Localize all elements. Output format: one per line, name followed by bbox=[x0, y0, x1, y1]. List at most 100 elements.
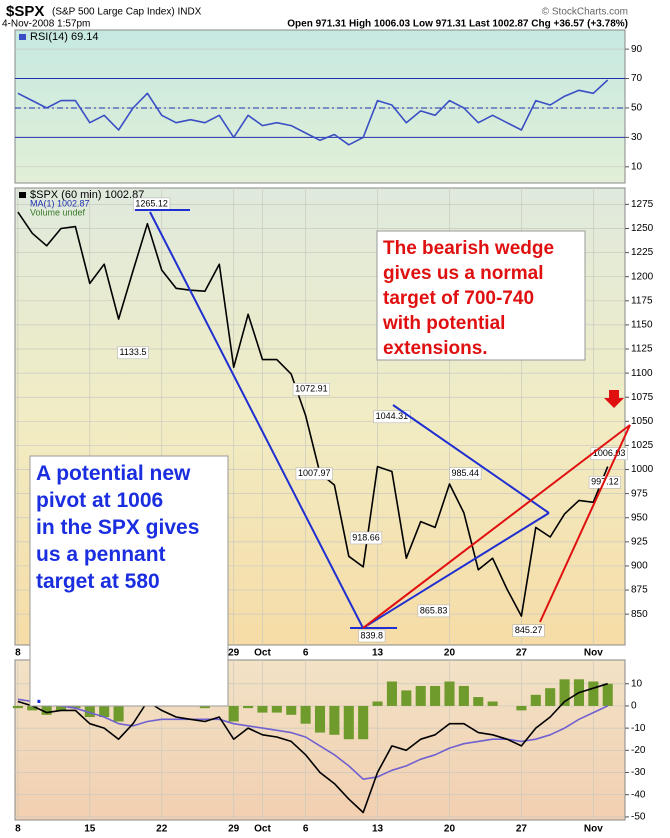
price-label-box bbox=[295, 467, 333, 481]
histogram-bar bbox=[458, 685, 469, 706]
y-tick-label: 90 bbox=[631, 44, 643, 55]
histogram-bar bbox=[545, 688, 556, 706]
histogram-bar bbox=[588, 681, 599, 706]
x-tick-label: 27 bbox=[516, 824, 528, 835]
wedge-line bbox=[362, 512, 550, 629]
histogram-bar bbox=[228, 705, 239, 722]
y-tick-label: 1100 bbox=[631, 368, 653, 379]
y-tick-label: -40 bbox=[631, 789, 646, 800]
rsi-panel bbox=[14, 29, 626, 184]
histogram-bar bbox=[314, 705, 326, 733]
note-box bbox=[29, 455, 229, 707]
y-tick-label: 975 bbox=[631, 488, 648, 499]
wedge-line bbox=[362, 424, 631, 629]
histogram-bar bbox=[530, 694, 541, 706]
wedge-line bbox=[392, 404, 550, 514]
note-line: A potential new bbox=[36, 462, 191, 485]
x-tick-label: 8 bbox=[15, 824, 21, 835]
x-tick-label: Nov bbox=[584, 648, 603, 659]
y-tick-label: 925 bbox=[631, 536, 648, 547]
y-tick-label: 1075 bbox=[631, 392, 654, 403]
price-label: 865.83 bbox=[420, 605, 448, 615]
bearish-note: The bearish wedge gives us a normal targ… bbox=[376, 230, 586, 361]
note-line: The bearish wedge bbox=[383, 238, 554, 259]
wedge-line bbox=[149, 211, 364, 629]
y-tick-label: 1125 bbox=[631, 344, 653, 355]
x-tick-label: 22 bbox=[156, 824, 168, 835]
x-tick-label: 29 bbox=[228, 824, 240, 835]
price-label: 845.27 bbox=[515, 625, 543, 635]
histogram-bar bbox=[602, 683, 613, 706]
series-line bbox=[17, 79, 609, 146]
price-label: 1006.03 bbox=[593, 448, 626, 458]
trendlines bbox=[135, 209, 631, 629]
price-label: 1133.5 bbox=[120, 347, 147, 357]
legend-swatch bbox=[19, 192, 26, 198]
price-label-box bbox=[449, 467, 482, 480]
legend-label: MA(1) 1002.87 bbox=[30, 198, 90, 208]
legend-label: Volume undef bbox=[30, 207, 86, 217]
y-tick-label: 1175 bbox=[631, 295, 653, 306]
price-label-box bbox=[512, 624, 545, 637]
note-line: with potential bbox=[382, 313, 505, 334]
symbol-name: (S&P 500 Large Cap Index) INDX bbox=[52, 7, 202, 18]
x-tick-label: Oct bbox=[254, 824, 271, 835]
y-tick-label: 1200 bbox=[631, 271, 654, 282]
histogram-bar bbox=[372, 701, 383, 706]
histogram-bar bbox=[84, 705, 95, 718]
x-tick-label: 6 bbox=[303, 648, 309, 659]
x-tick-label: 20 bbox=[444, 824, 456, 835]
x-tick-label: Nov bbox=[584, 824, 603, 835]
histogram-bar bbox=[56, 705, 67, 711]
y-tick-label: 1275 bbox=[631, 199, 654, 210]
histogram-bar bbox=[300, 705, 311, 724]
legend-label: RSI(14) 69.14 bbox=[30, 31, 98, 43]
symbol: $SPX bbox=[6, 3, 44, 20]
histogram-bar bbox=[343, 705, 354, 740]
histogram-bar bbox=[113, 705, 124, 722]
y-tick-label: 850 bbox=[631, 609, 648, 620]
histogram-bar bbox=[243, 705, 254, 709]
pennant-note: A potential new pivot at 1006 in the SPX… bbox=[29, 455, 229, 708]
histogram-bar bbox=[487, 701, 498, 706]
y-tick-label: 1225 bbox=[631, 247, 654, 258]
histogram-bar bbox=[444, 681, 455, 706]
legend-label: $SPX (60 min) 1002.87 bbox=[30, 189, 144, 201]
note-line: target of 700-740 bbox=[383, 288, 534, 309]
legend-swatch bbox=[19, 34, 26, 40]
price-label: 1072.91 bbox=[295, 384, 328, 394]
price-label-box bbox=[292, 382, 330, 396]
histogram-bar bbox=[271, 705, 282, 713]
y-tick-label: 1050 bbox=[631, 416, 654, 427]
histogram-bar bbox=[27, 705, 38, 711]
price-label-box bbox=[350, 531, 383, 545]
x-tick-label: 15 bbox=[84, 824, 96, 835]
price-label: 918.66 bbox=[352, 532, 380, 542]
series-line bbox=[17, 211, 609, 617]
histogram-bar bbox=[516, 705, 527, 711]
y-tick-label: -10 bbox=[631, 723, 646, 734]
histogram-bar bbox=[286, 705, 297, 715]
histogram-bar bbox=[199, 705, 210, 709]
histogram-bar bbox=[257, 705, 268, 713]
x-tick-label: 27 bbox=[516, 648, 528, 659]
price-label-box bbox=[417, 604, 450, 618]
histogram-bar bbox=[329, 705, 340, 735]
histogram-bar bbox=[415, 685, 426, 706]
y-tick-label: 30 bbox=[631, 132, 643, 143]
y-tick-label: 50 bbox=[631, 103, 643, 114]
histogram-bar bbox=[12, 705, 23, 709]
y-tick-label: -20 bbox=[631, 745, 646, 756]
y-tick-label: 1150 bbox=[631, 320, 653, 331]
y-tick-label: 10 bbox=[631, 678, 643, 689]
histogram-bar bbox=[473, 697, 484, 706]
y-tick-label: 900 bbox=[631, 561, 648, 572]
y-tick-label: 70 bbox=[631, 73, 643, 84]
y-tick-label: 1250 bbox=[631, 223, 654, 234]
credit: © StockCharts.com bbox=[542, 7, 628, 18]
y-tick-label: 10 bbox=[631, 161, 643, 172]
note-line: . bbox=[36, 685, 42, 708]
y-tick-label: 950 bbox=[631, 512, 648, 523]
histogram-bar bbox=[401, 690, 412, 706]
